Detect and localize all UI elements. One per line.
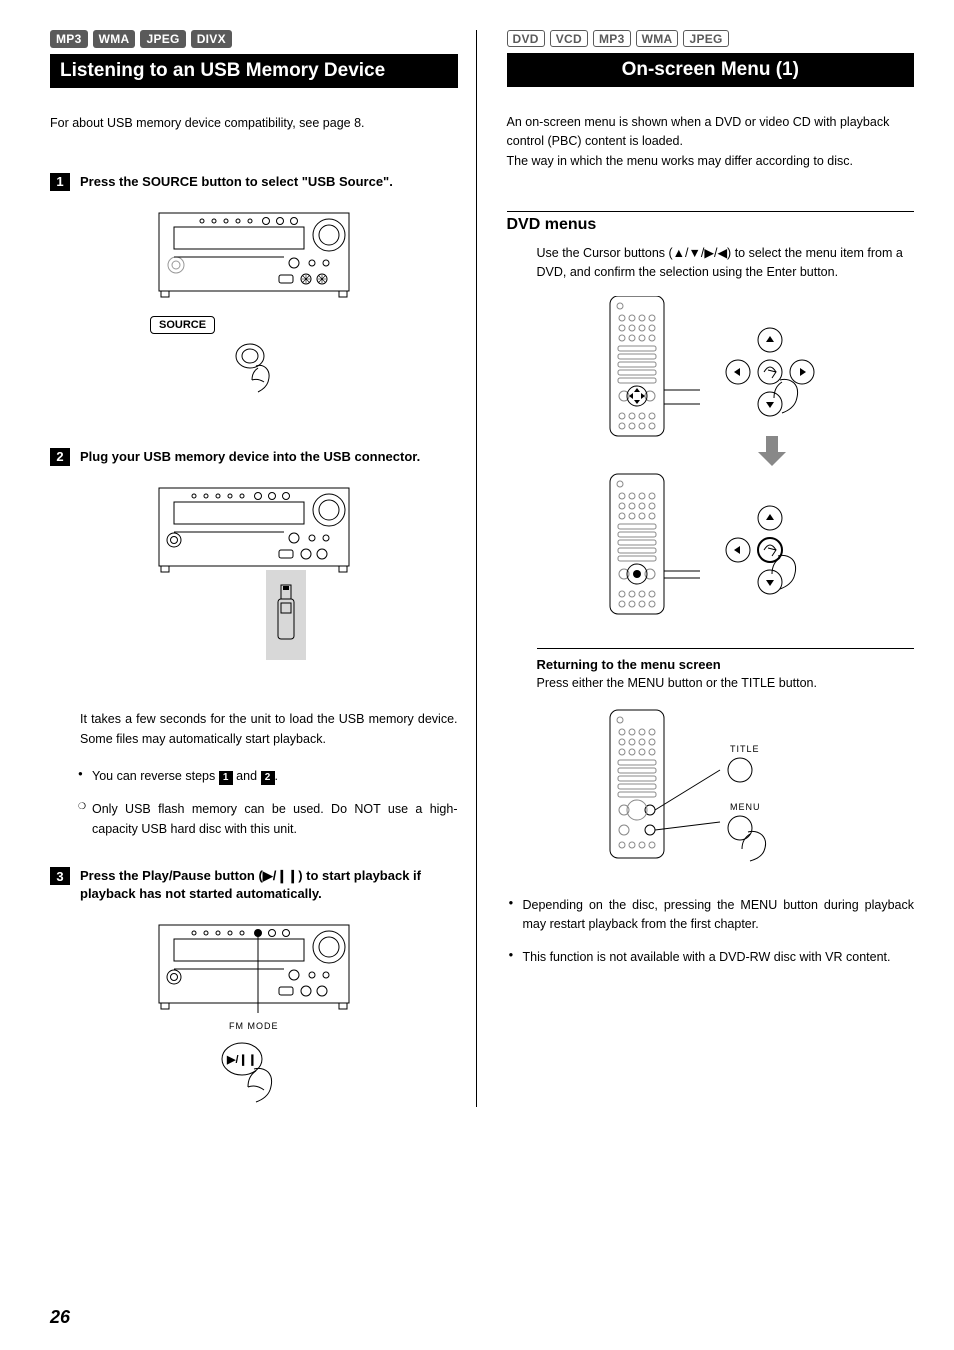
figure-play-pause: FM MODE ▶/❙❙: [50, 917, 458, 1107]
svg-text:▶/❙❙: ▶/❙❙: [226, 1054, 257, 1066]
bullet-list-left: You can reverse steps 1 and 2. Only USB …: [80, 767, 458, 839]
bullet-list-right: Depending on the disc, pressing the MENU…: [511, 896, 915, 968]
title-label: TITLE: [730, 744, 760, 754]
figure-hand-source: [50, 338, 458, 398]
figure-menu-title-remote: TITLE MENU: [507, 704, 915, 864]
tag-jpeg-right: JPEG: [683, 30, 728, 47]
format-tags-right: DVD VCD MP3 WMA JPEG: [507, 30, 915, 47]
source-badge: SOURCE: [150, 316, 215, 334]
menu-label: MENU: [730, 802, 761, 812]
bullet-usb-only: Only USB flash memory can be used. Do NO…: [80, 800, 458, 839]
tag-dvd: DVD: [507, 30, 545, 47]
section-title-left: Listening to an USB Memory Device: [50, 54, 458, 88]
step-3-text: Press the Play/Pause button (▶/❙❙) to st…: [80, 867, 458, 903]
intro-right: An on-screen menu is shown when a DVD or…: [507, 113, 915, 171]
intro-left: For about USB memory device compatibilit…: [50, 114, 458, 133]
figure-cursor-remote: [507, 296, 915, 616]
tag-mp3: MP3: [50, 30, 88, 48]
bullet-dvdrw: This function is not available with a DV…: [511, 948, 915, 967]
figure-unit-source: [50, 205, 458, 305]
tag-vcd: VCD: [550, 30, 588, 47]
step-2: 2 Plug your USB memory device into the U…: [50, 448, 458, 466]
dvd-menus-body: Use the Cursor buttons (▲/▼/▶/◀) to sele…: [537, 244, 915, 282]
step-2-number: 2: [50, 448, 70, 466]
step-1-text: Press the SOURCE button to select "USB S…: [80, 173, 393, 191]
tag-wma: WMA: [93, 30, 136, 48]
step-3: 3 Press the Play/Pause button (▶/❙❙) to …: [50, 867, 458, 903]
tag-mp3-right: MP3: [593, 30, 631, 47]
step-2-subtext: It takes a few seconds for the unit to l…: [80, 710, 458, 749]
tag-jpeg: JPEG: [140, 30, 185, 48]
step-3-number: 3: [50, 867, 70, 885]
figure-usb-plug: [50, 480, 458, 670]
bullet-reverse-steps: You can reverse steps 1 and 2.: [80, 767, 458, 786]
returning-body: Press either the MENU button or the TITL…: [537, 676, 915, 690]
step-1-number: 1: [50, 173, 70, 191]
fm-mode-label: FM MODE: [229, 1021, 279, 1031]
step-2-text: Plug your USB memory device into the USB…: [80, 448, 420, 466]
format-tags-left: MP3 WMA JPEG DIVX: [50, 30, 458, 48]
page-number: 26: [50, 1307, 70, 1328]
step-1: 1 Press the SOURCE button to select "USB…: [50, 173, 458, 191]
tag-divx: DIVX: [191, 30, 232, 48]
tag-wma-right: WMA: [636, 30, 679, 47]
audio-unit-illustration: [154, 205, 354, 305]
section-title-right: On-screen Menu (1): [507, 53, 915, 87]
bullet-menu-restart: Depending on the disc, pressing the MENU…: [511, 896, 915, 935]
dvd-menus-heading: DVD menus: [507, 211, 915, 234]
returning-heading: Returning to the menu screen: [537, 657, 915, 672]
